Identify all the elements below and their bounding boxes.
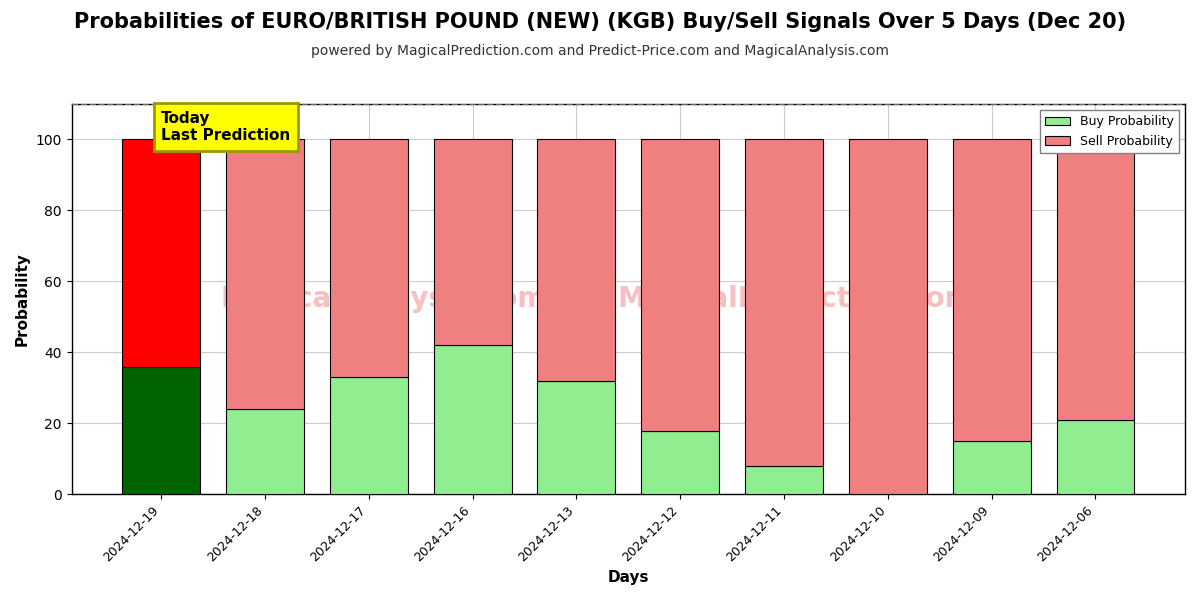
Bar	[953, 441, 1031, 494]
Legend: Buy Probability, Sell Probability: Buy Probability, Sell Probability	[1040, 110, 1178, 152]
Bar	[122, 367, 200, 494]
Bar	[641, 431, 719, 494]
Text: MagicalAnalysis.com: MagicalAnalysis.com	[221, 285, 546, 313]
X-axis label: Days: Days	[607, 570, 649, 585]
Bar	[226, 409, 304, 494]
Bar	[745, 139, 823, 466]
Bar	[538, 139, 616, 381]
Bar	[1056, 420, 1134, 494]
Bar	[226, 139, 304, 409]
Bar	[330, 139, 408, 377]
Text: MagicalPrediction.com: MagicalPrediction.com	[617, 285, 973, 313]
Bar	[433, 346, 511, 494]
Text: Probabilities of EURO/BRITISH POUND (NEW) (KGB) Buy/Sell Signals Over 5 Days (De: Probabilities of EURO/BRITISH POUND (NEW…	[74, 12, 1126, 32]
Bar	[1056, 139, 1134, 420]
Bar	[538, 381, 616, 494]
Text: powered by MagicalPrediction.com and Predict-Price.com and MagicalAnalysis.com: powered by MagicalPrediction.com and Pre…	[311, 44, 889, 58]
Text: Today
Last Prediction: Today Last Prediction	[161, 111, 290, 143]
Bar	[433, 139, 511, 346]
Bar	[848, 139, 926, 494]
Bar	[122, 139, 200, 367]
Bar	[953, 139, 1031, 441]
Bar	[330, 377, 408, 494]
Bar	[641, 139, 719, 431]
Y-axis label: Probability: Probability	[16, 252, 30, 346]
Bar	[745, 466, 823, 494]
